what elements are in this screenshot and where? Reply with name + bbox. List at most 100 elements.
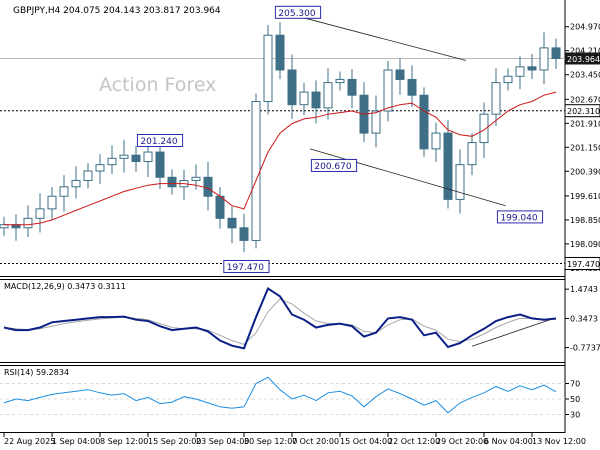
- price-tick-label: 199.610: [570, 192, 600, 201]
- candle-body: [467, 142, 477, 166]
- candle-body: [347, 78, 357, 96]
- candle: [407, 65, 417, 107]
- price-annotation-4-box: [496, 210, 544, 224]
- candle: [179, 170, 189, 200]
- candle-body: [491, 82, 501, 115]
- x-tick-label: 15 Sep 20:00: [148, 437, 201, 446]
- candle-body: [35, 208, 45, 219]
- candle-body: [83, 170, 93, 181]
- candle-body: [395, 69, 405, 80]
- symbol-header: GBPJPY,H4 204.075 204.143 203.817 203.96…: [13, 6, 221, 16]
- macd-label: MACD(12,26,9) 0.3473 0.3111: [4, 282, 126, 291]
- macd-tick-label: -0.7737: [570, 344, 600, 353]
- watermark: Action Forex: [99, 74, 217, 96]
- candle-body: [107, 157, 117, 166]
- candle: [23, 205, 33, 237]
- candle: [227, 206, 237, 244]
- candle-body: [503, 75, 513, 84]
- price-tick-label: 204.210: [570, 47, 600, 56]
- candle: [71, 166, 81, 199]
- price-tick-label: 198.090: [570, 240, 600, 249]
- candle-body: [167, 176, 177, 188]
- rsi-line: [3, 376, 557, 414]
- channel-lower-line: [309, 148, 506, 207]
- rsi-tick-label: 30: [570, 411, 580, 420]
- candle: [299, 82, 309, 116]
- price-tick-label: 201.150: [570, 143, 600, 152]
- price-tick-label: 201.910: [570, 119, 600, 128]
- candle: [527, 53, 537, 80]
- candle-body: [251, 101, 261, 241]
- candle: [215, 187, 225, 229]
- candle-body: [203, 176, 213, 197]
- candle-body: [275, 34, 285, 71]
- candle: [431, 122, 441, 162]
- candle-body: [59, 186, 69, 197]
- candle-body: [143, 151, 153, 163]
- x-tick-label: 13 Nov 12:00: [532, 437, 586, 446]
- panel-frames: [0, 0, 566, 433]
- price-tick-label: 203.450: [570, 71, 600, 80]
- x-tick-label: 23 Sep 04:00: [196, 437, 249, 446]
- candle-body: [155, 151, 165, 178]
- candle: [491, 68, 501, 126]
- x-tick-label: 22 Oct 12:00: [388, 437, 440, 446]
- current-price-box: [565, 52, 600, 65]
- level-price-box: [564, 256, 600, 270]
- x-tick-label: 29 Oct 20:00: [436, 437, 488, 446]
- candle: [131, 146, 141, 172]
- level-price-label: 197.470: [567, 260, 600, 269]
- x-tick-label: 7 Oct 20:00: [292, 437, 339, 446]
- candle: [275, 22, 285, 80]
- candle: [287, 54, 297, 119]
- x-tick-label: 6 Nov 04:00: [484, 437, 533, 446]
- candle-body: [227, 217, 237, 229]
- candle: [119, 139, 129, 173]
- candle: [239, 213, 249, 253]
- price-annotation-5: 197.470: [227, 263, 264, 273]
- candle-body: [551, 47, 561, 59]
- candle: [551, 38, 561, 69]
- price-tick-label: 198.850: [570, 216, 600, 225]
- candle-body: [431, 132, 441, 150]
- price-annotation-5-box: [223, 259, 270, 273]
- price-annotation-0-box: [274, 5, 322, 19]
- candle-body: [371, 110, 381, 134]
- candle: [167, 169, 177, 195]
- candle: [0, 216, 9, 236]
- candle-body: [407, 78, 417, 96]
- candle: [59, 175, 69, 212]
- candle: [311, 80, 321, 124]
- price-tick-label: 204.970: [570, 23, 600, 32]
- price-annotation-2: 201.240: [140, 137, 177, 147]
- candle-body: [239, 227, 249, 241]
- rsi-label: RSI(14) 59.2834: [4, 368, 70, 377]
- candle-body: [299, 91, 309, 106]
- candle: [467, 133, 477, 176]
- candle-body: [47, 195, 57, 210]
- channel-upper-line: [297, 15, 467, 61]
- candle-body: [455, 164, 465, 200]
- candle-body: [479, 113, 489, 144]
- moving-average-line: [4, 91, 557, 226]
- candle: [203, 161, 213, 211]
- price-annotation-0: 205.300: [278, 9, 315, 19]
- candle: [503, 68, 513, 91]
- macd-tick-label: 1.4743: [570, 285, 598, 294]
- candle-body: [515, 66, 525, 77]
- current-price-label: 203.964: [567, 55, 600, 64]
- candle: [443, 120, 453, 209]
- candle: [419, 87, 429, 157]
- candle: [107, 145, 117, 174]
- candle: [383, 60, 393, 122]
- level-price-box: [564, 104, 600, 118]
- x-tick-label: 22 Aug 2025: [4, 437, 55, 446]
- rsi-panel: [0, 376, 565, 415]
- candle-body: [215, 195, 225, 219]
- macd-trendline: [471, 319, 551, 347]
- macd-panel: [3, 287, 557, 350]
- x-tick-label: 8 Sep 12:00: [100, 437, 148, 446]
- candle-body: [119, 154, 129, 159]
